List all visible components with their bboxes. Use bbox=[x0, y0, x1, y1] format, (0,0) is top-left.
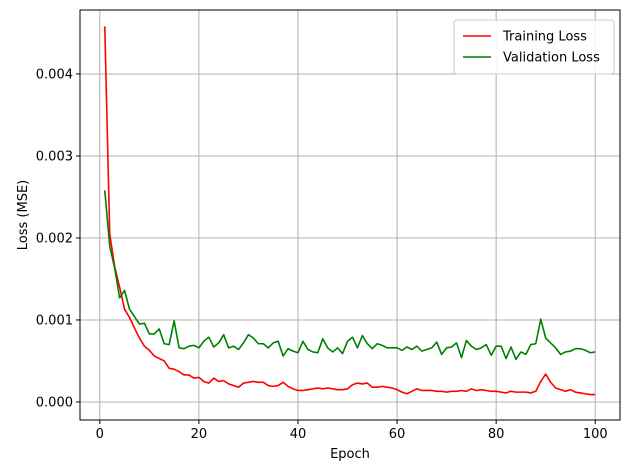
y-axis: 0.000 0.001 0.002 0.003 0.004 bbox=[36, 67, 80, 410]
grid-lines bbox=[80, 10, 620, 420]
y-tick-label: 0.001 bbox=[36, 313, 73, 328]
y-tick-label: 0.000 bbox=[36, 395, 73, 410]
plot-area bbox=[80, 10, 620, 420]
x-axis: 0 20 40 60 80 100 bbox=[96, 420, 608, 442]
x-tick-label: 80 bbox=[488, 427, 505, 442]
y-tick-label: 0.003 bbox=[36, 149, 73, 164]
x-tick-label: 40 bbox=[290, 427, 307, 442]
legend-label: Validation Loss bbox=[503, 51, 600, 66]
y-tick-label: 0.004 bbox=[36, 67, 73, 82]
legend-label: Training Loss bbox=[502, 30, 587, 45]
x-tick-label: 0 bbox=[96, 427, 104, 442]
x-tick-label: 100 bbox=[583, 427, 608, 442]
y-tick-label: 0.002 bbox=[36, 231, 73, 246]
legend: Training Loss Validation Loss bbox=[453, 19, 615, 75]
y-axis-label: Loss (MSE) bbox=[16, 180, 31, 250]
series-line-training-loss bbox=[103, 26, 596, 396]
x-axis-label: Epoch bbox=[330, 447, 370, 462]
plot-frame bbox=[79, 9, 621, 421]
series-line-validation-loss bbox=[103, 190, 596, 361]
legend-box bbox=[453, 19, 615, 75]
x-tick-label: 60 bbox=[389, 427, 406, 442]
series-layer bbox=[103, 26, 596, 396]
x-tick-label: 20 bbox=[191, 427, 208, 442]
